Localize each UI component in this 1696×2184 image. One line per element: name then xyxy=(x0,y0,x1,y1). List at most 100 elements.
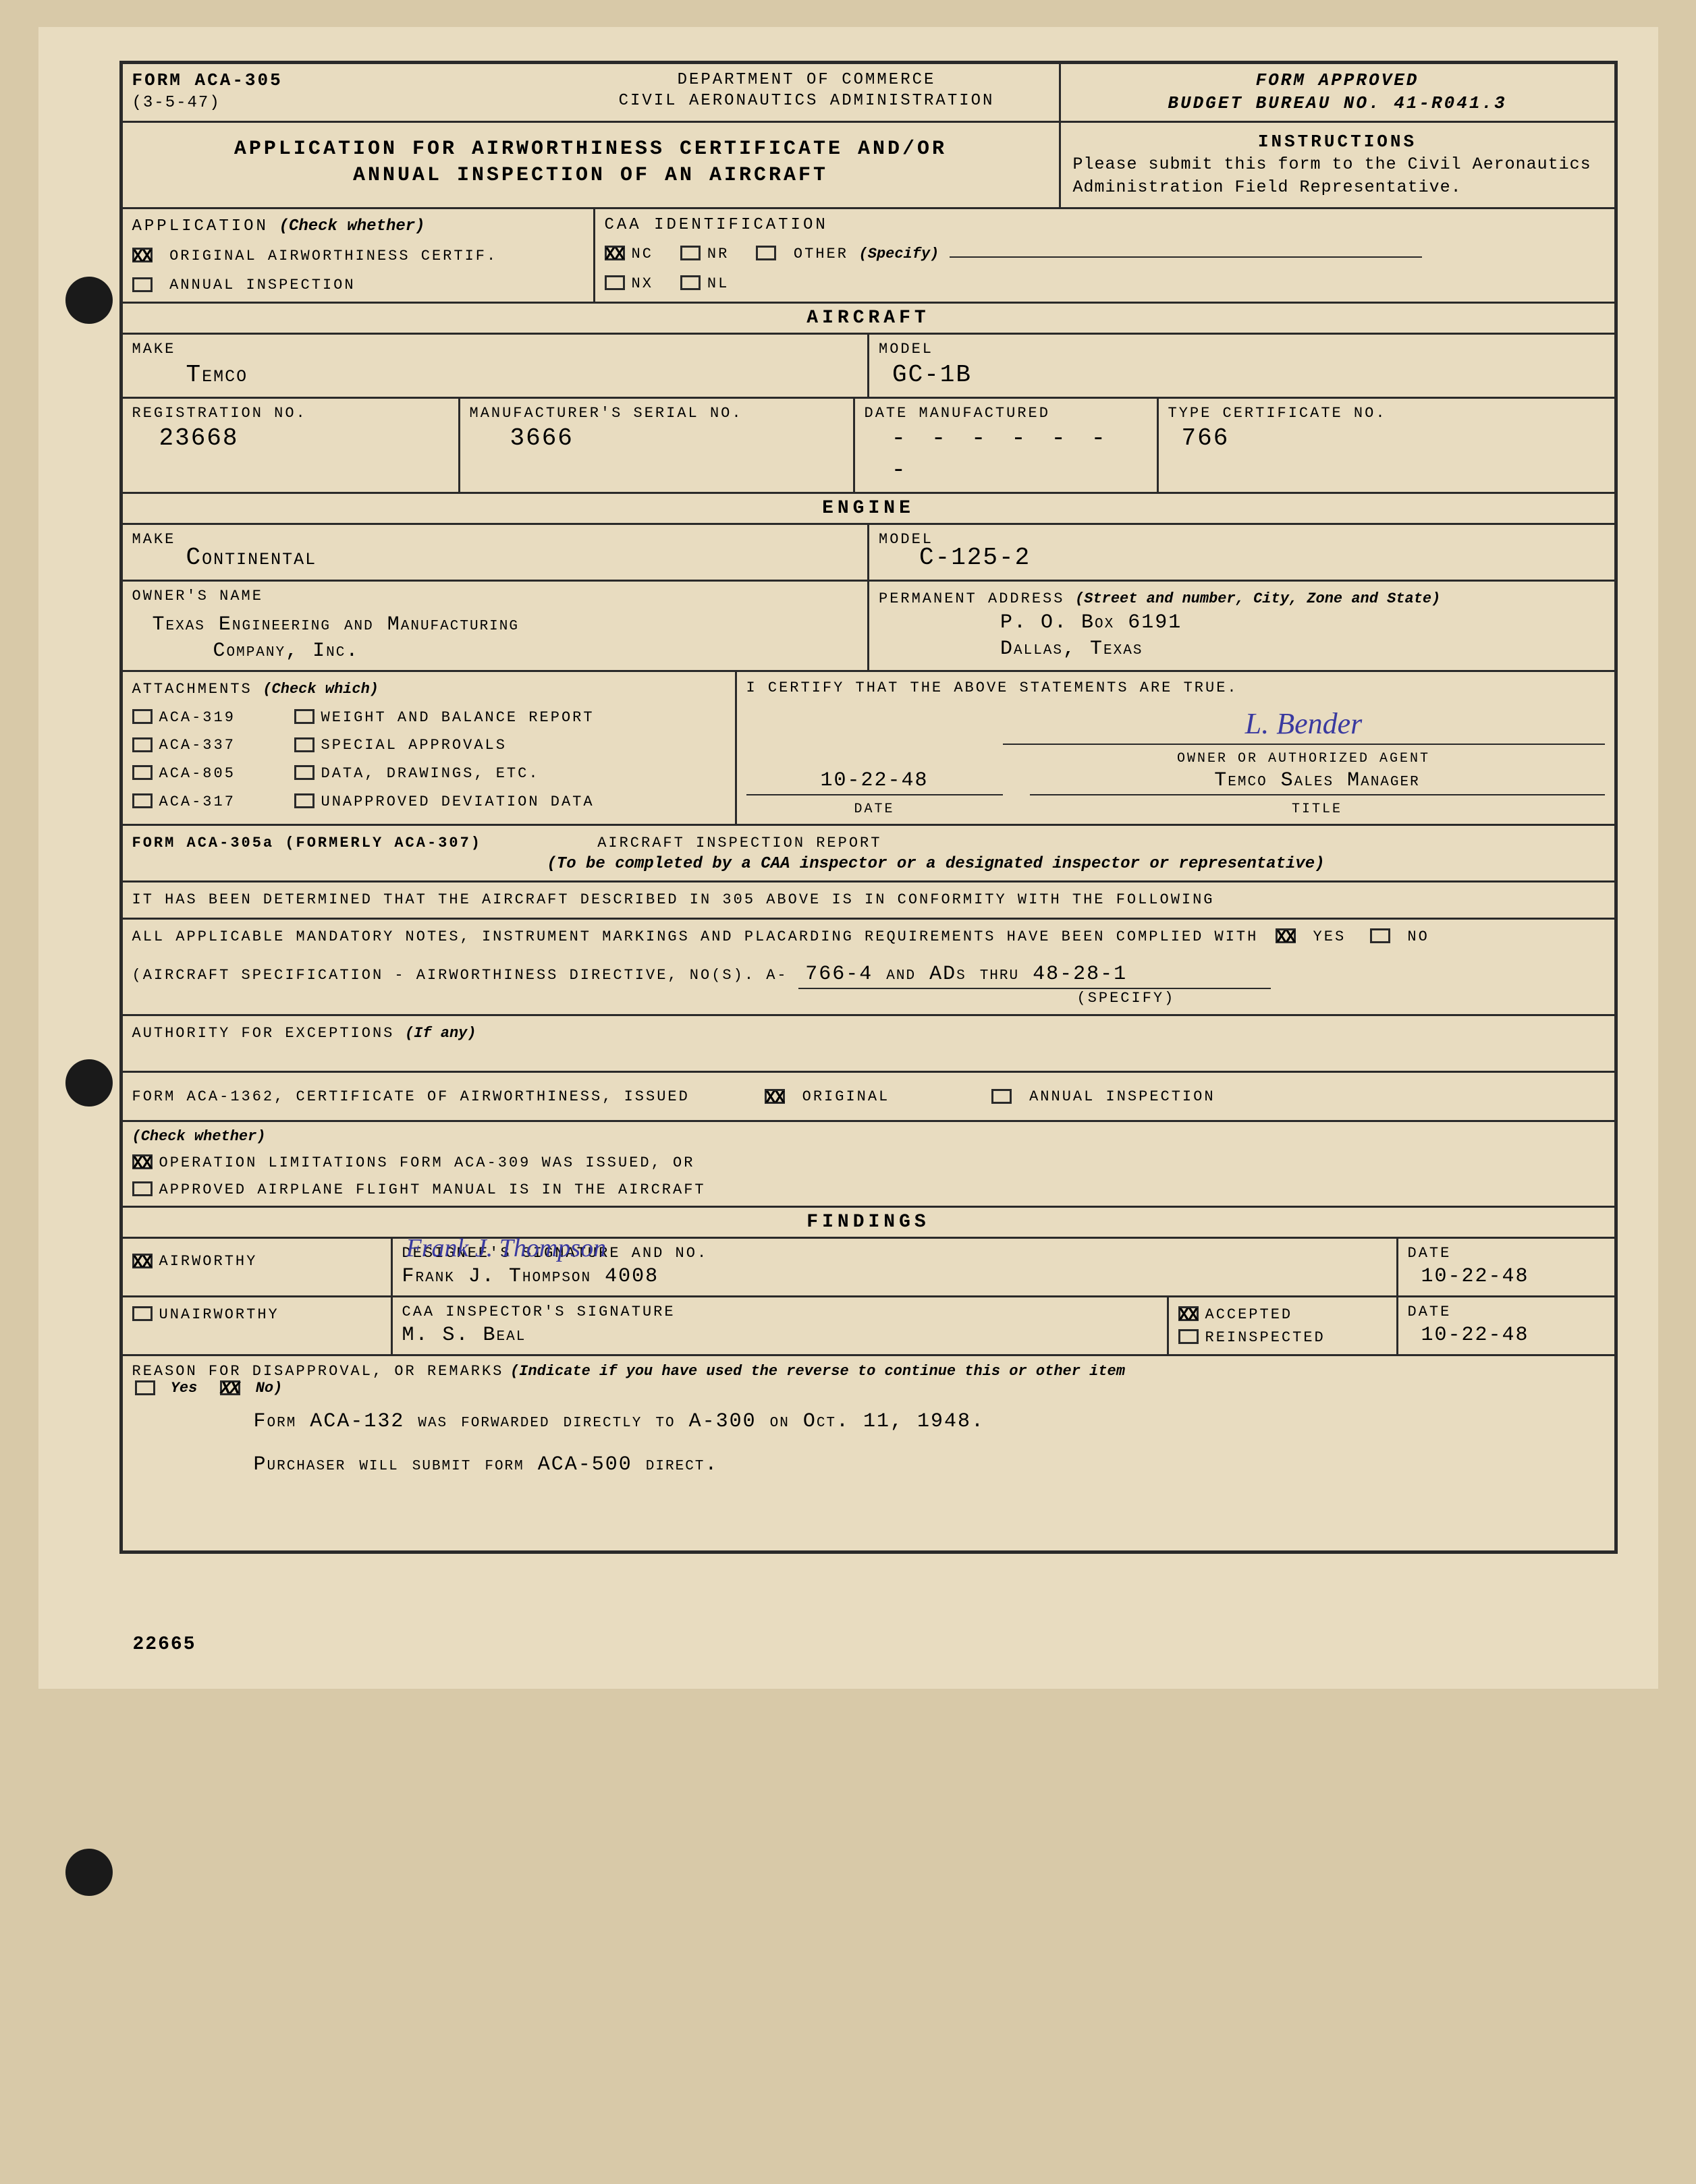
wb-label: WEIGHT AND BALANCE REPORT xyxy=(321,709,595,726)
inspector-label: CAA INSPECTOR'S SIGNATURE xyxy=(402,1303,1157,1322)
engine-row: MAKE Continental MODEL C-125-2 xyxy=(123,525,1614,582)
oplim-checkbox[interactable] xyxy=(132,1154,153,1169)
no-checkbox[interactable] xyxy=(1370,928,1390,943)
findings-date1: 10-22-48 xyxy=(1408,1264,1605,1290)
wb-checkbox[interactable] xyxy=(294,709,314,724)
aca1362-label: FORM ACA-1362, CERTIFICATE OF AIRWORTHIN… xyxy=(132,1088,690,1105)
certify-title: Temco Sales Manager xyxy=(1030,768,1605,795)
check-which: (Check which) xyxy=(263,681,379,698)
flightmanual-checkbox[interactable] xyxy=(132,1181,153,1196)
aircraft-make-label: MAKE xyxy=(132,340,858,360)
other-checkbox[interactable] xyxy=(756,246,776,260)
ud-label: UNAPPROVED DEVIATION DATA xyxy=(321,793,595,810)
report-heading: AIRCRAFT INSPECTION REPORT xyxy=(597,835,881,851)
check-whether-2: (Check whether) xyxy=(132,1127,1605,1147)
other-specify: (Specify) xyxy=(859,246,939,262)
findings-row-1: AIRWORTHY DESIGNEE'S SIGNATURE AND NO. F… xyxy=(123,1239,1614,1297)
attach-certify-row: ATTACHMENTS (Check which) ACA-319 WEIGHT … xyxy=(123,672,1614,826)
nl-checkbox[interactable] xyxy=(680,275,701,290)
certify-statement: I CERTIFY THAT THE ABOVE STATEMENTS ARE … xyxy=(737,672,1614,705)
owner-addr-1: P. O. Box 6191 xyxy=(879,610,1605,636)
inspector-value: M. S. Beal xyxy=(402,1322,1157,1349)
nx-label: NX xyxy=(632,275,653,292)
certify-date: 10-22-48 xyxy=(746,768,1003,795)
original-label: ORIGINAL xyxy=(802,1088,890,1105)
owner-signature: L. Bender xyxy=(1003,704,1605,743)
designee-signature: Frank J. Thompson xyxy=(406,1232,607,1265)
nc-checkbox[interactable] xyxy=(605,246,625,260)
annual-checkbox[interactable] xyxy=(132,277,153,292)
annual-label: ANNUAL INSPECTION xyxy=(169,277,355,293)
aircraft-make-row: MAKE Temco MODEL GC-1B xyxy=(123,335,1614,398)
reg-cell: REGISTRATION NO. 23668 xyxy=(123,399,460,492)
aca805-checkbox[interactable] xyxy=(132,765,153,780)
no-label: NO xyxy=(1407,928,1429,945)
mandatory-row: ALL APPLICABLE MANDATORY NOTES, INSTRUME… xyxy=(123,920,1614,1015)
remarks-yes-checkbox[interactable] xyxy=(135,1380,155,1395)
footer-number: 22665 xyxy=(133,1634,196,1655)
punch-hole xyxy=(65,277,113,324)
unairworthy-checkbox[interactable] xyxy=(132,1306,153,1321)
nr-label: NR xyxy=(707,246,729,262)
aca317-checkbox[interactable] xyxy=(132,793,153,808)
determined-text: IT HAS BEEN DETERMINED THAT THE AIRCRAFT… xyxy=(123,883,1614,918)
original-checkbox[interactable] xyxy=(765,1089,785,1104)
ud-checkbox[interactable] xyxy=(294,793,314,808)
dd-checkbox[interactable] xyxy=(294,765,314,780)
authority-row: AUTHORITY FOR EXCEPTIONS (If any) xyxy=(123,1016,1614,1073)
punch-hole xyxy=(65,1849,113,1896)
engine-section-header: ENGINE xyxy=(123,494,1614,525)
owner-addr-cell: PERMANENT ADDRESS (Street and number, Ci… xyxy=(869,582,1614,670)
remarks-line-1: Form ACA-132 was forwarded directly to A… xyxy=(132,1410,1605,1433)
annual-insp-checkbox[interactable] xyxy=(991,1089,1012,1104)
other-fill[interactable] xyxy=(950,256,1422,258)
inspection-note: (To be completed by a CAA inspector or a… xyxy=(132,853,1605,874)
aircraft-reg-row: REGISTRATION NO. 23668 MANUFACTURER'S SE… xyxy=(123,399,1614,494)
airworthy-checkbox[interactable] xyxy=(132,1254,153,1268)
nx-checkbox[interactable] xyxy=(605,275,625,290)
application-cell: APPLICATION (Check whether) ORIGINAL AIR… xyxy=(123,209,595,302)
header-row: FORM ACA-305 (3-5-47) DEPARTMENT OF COMM… xyxy=(123,64,1614,123)
owner-name-2: Company, Inc. xyxy=(132,638,858,665)
owner-name-1: Texas Engineering and Manufacturing xyxy=(132,612,858,638)
yes-checkbox[interactable] xyxy=(1276,928,1296,943)
aca319-checkbox[interactable] xyxy=(132,709,153,724)
remarks-cell: REASON FOR DISAPPROVAL, OR REMARKS (Indi… xyxy=(123,1356,1614,1550)
check-whether-row: (Check whether) OPERATION LIMITATIONS FO… xyxy=(123,1122,1614,1208)
findings-date-label: DATE xyxy=(1408,1244,1605,1264)
nr-checkbox[interactable] xyxy=(680,246,701,260)
other-label: OTHER xyxy=(794,246,848,262)
remarks-no-checkbox[interactable] xyxy=(220,1380,240,1395)
aca337-label: ACA-337 xyxy=(159,736,294,756)
findings-date-label-2: DATE xyxy=(1408,1303,1605,1322)
findings-date2: 10-22-48 xyxy=(1408,1322,1605,1349)
engine-model-cell: MODEL C-125-2 xyxy=(869,525,1614,580)
owner-name-cell: OWNER'S NAME Texas Engineering and Manuf… xyxy=(123,582,870,670)
aircraft-model-cell: MODEL GC-1B xyxy=(869,335,1614,396)
aca1362-cell: FORM ACA-1362, CERTIFICATE OF AIRWORTHIN… xyxy=(123,1073,1614,1120)
designee-value: Frank J. Thompson 4008 xyxy=(402,1264,1387,1290)
orig-cert-checkbox[interactable] xyxy=(132,248,153,262)
accepted-label: ACCEPTED xyxy=(1205,1306,1293,1323)
sa-checkbox[interactable] xyxy=(294,737,314,752)
authority-cell: AUTHORITY FOR EXCEPTIONS (If any) xyxy=(123,1016,1614,1071)
certify-cell: I CERTIFY THAT THE ABOVE STATEMENTS ARE … xyxy=(737,672,1614,824)
attachments-label: ATTACHMENTS xyxy=(132,681,252,698)
remarks-line-2: Purchaser will submit form ACA-500 direc… xyxy=(132,1453,1605,1476)
accepted-checkbox[interactable] xyxy=(1178,1306,1199,1321)
date-mfg-value: - - - - - - - xyxy=(865,423,1147,486)
reinspected-checkbox[interactable] xyxy=(1178,1329,1199,1344)
form-number: FORM ACA-305 xyxy=(132,69,545,92)
aca319-label: ACA-319 xyxy=(159,708,294,728)
application-label: APPLICATION xyxy=(132,217,269,235)
type-cert-cell: TYPE CERTIFICATE NO. 766 xyxy=(1159,399,1614,492)
spec-prefix: (AIRCRAFT SPECIFICATION - AIRWORTHINESS … xyxy=(132,967,788,984)
aca337-checkbox[interactable] xyxy=(132,737,153,752)
if-any: (If any) xyxy=(405,1025,476,1042)
engine-model-value: C-125-2 xyxy=(879,542,1605,574)
annual-insp-label: ANNUAL INSPECTION xyxy=(1029,1088,1215,1105)
flightmanual-label: APPROVED AIRPLANE FLIGHT MANUAL IS IN TH… xyxy=(159,1181,706,1198)
budget-no: BUDGET BUREAU NO. 41-R041.3 xyxy=(1070,92,1605,115)
dd-label: DATA, DRAWINGS, ETC. xyxy=(321,765,540,782)
date-mfg-label: DATE MANUFACTURED xyxy=(865,404,1147,424)
